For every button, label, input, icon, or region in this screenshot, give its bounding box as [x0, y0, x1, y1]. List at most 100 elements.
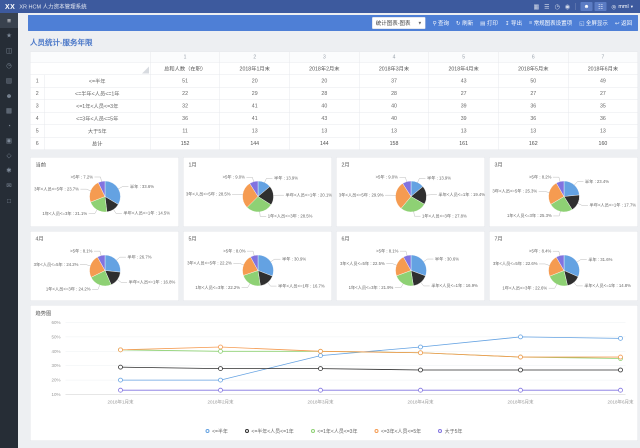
legend-item[interactable]: <=3年<人员<=5年: [374, 427, 421, 435]
value-cell: 51: [149, 74, 221, 88]
pie-label: >5年 : 8.0%: [223, 247, 246, 254]
trend-line: [120, 366, 621, 371]
sidebar-item-favorite-icon[interactable]: ★: [0, 28, 18, 43]
value-cell: 32: [149, 99, 221, 113]
column-header-cell: 总和人数（在职）: [149, 62, 221, 75]
pie-label-line: [264, 178, 273, 183]
data-point-marker: [218, 366, 223, 371]
column-number-cell: 7: [567, 51, 639, 63]
value-cell: 13: [498, 124, 569, 138]
value-cell: 28: [358, 87, 430, 100]
table-row: 3 <=1年<人员<=3年 32 41 40 40 39 36 35: [30, 99, 639, 113]
column-number-cell: 6: [498, 51, 569, 63]
pie-label: 3年<人员<=5年 : 24.2%: [34, 261, 79, 268]
apps-icon[interactable]: ☰: [544, 3, 550, 10]
sidebar-item-module-icon[interactable]: ◇: [0, 148, 18, 163]
legend-marker-icon: [205, 428, 210, 433]
refresh-button[interactable]: ↻ 刷新: [456, 19, 473, 27]
value-cell: 27: [428, 87, 499, 100]
value-cell: 41: [219, 99, 290, 113]
corner-cell: [30, 62, 151, 75]
mail-icon: ◫: [5, 46, 13, 55]
value-cell: 49: [567, 74, 639, 88]
help-icon[interactable]: ◉: [564, 3, 571, 10]
column-number-cell: 1: [149, 51, 221, 63]
row-number-cell: 1: [30, 74, 45, 88]
pie-label: 半年 : 30.9%: [282, 255, 306, 262]
user-menu[interactable]: ◎ mml ▾: [612, 3, 633, 10]
pie-card-title: 1月: [188, 162, 197, 168]
sidebar-item-clock-icon[interactable]: ◷: [0, 58, 18, 73]
pie-card: 7月 半年 : 31.6% 半年<人员<=1年 : 14.8% 1年<人员<=3年 :…: [489, 231, 638, 301]
sidebar-item-user-icon[interactable]: ☻: [0, 88, 18, 103]
print-button[interactable]: ▤ 打印: [480, 19, 498, 27]
org-button[interactable]: ☷: [594, 2, 607, 11]
sidebar-item-menu-icon[interactable]: ≡: [0, 13, 18, 28]
pie-label-line: [386, 263, 398, 266]
value-cell: 20: [289, 74, 360, 88]
pie-label-line: [247, 250, 255, 256]
value-cell: 22: [149, 87, 221, 100]
pie-label-line: [270, 259, 281, 263]
row-label-cell: <=半年: [44, 74, 151, 88]
table-icon: ▣: [5, 136, 13, 145]
pie-label: 1年<人员<=3年 : 25.3%: [507, 212, 552, 219]
pie-label: 3年<人员<=5年 : 29.9%: [339, 191, 384, 198]
value-cell: 158: [358, 137, 430, 150]
x-axis-label: 2018年2月末: [207, 399, 234, 406]
back-button[interactable]: ↩ 返回: [615, 19, 632, 27]
chart-settings-button[interactable]: ≡ 常规图表设置项: [529, 19, 572, 27]
pie-label-line: [413, 211, 421, 217]
toolbar-item-label: 打印: [486, 20, 498, 27]
x-axis-label: 2018年3月末: [307, 399, 334, 406]
pie-chart: 半年 : 30.9% 半年<人员<=1年 : 16.7% 1年<人员<=3年 : 2…: [187, 247, 325, 291]
report-icon: ▤: [5, 76, 13, 85]
legend-item[interactable]: <=1年<人员<=3年: [310, 427, 357, 435]
pie-label-line: [394, 283, 404, 288]
legend-label: <=半年<人员<=1年: [251, 429, 294, 435]
pie-label: 1年<人员<=3年 : 22.2%: [195, 284, 240, 291]
value-cell: 27: [567, 87, 639, 100]
legend-item[interactable]: <=半年<人员<=1年: [244, 427, 294, 435]
pie-label: 半年 : 33.6%: [130, 183, 154, 190]
view-type-select[interactable]: 统计图表-图表 ▼: [372, 17, 426, 29]
star-icon: ✱: [6, 166, 12, 175]
legend-item[interactable]: <=半年: [205, 427, 228, 435]
x-axis-label: 2018年4月末: [407, 399, 434, 406]
export-button[interactable]: ↧ 导出: [505, 19, 522, 27]
pie-label: 半年 : 13.9%: [427, 175, 451, 182]
pie-label-line: [552, 251, 561, 257]
sidebar-item-table-icon[interactable]: ▣: [0, 133, 18, 148]
topbar-divider: [575, 3, 576, 10]
legend-item[interactable]: 大于5年: [438, 427, 462, 435]
value-cell: 29: [219, 87, 290, 100]
data-point-marker: [118, 364, 123, 370]
data-point-marker: [318, 387, 323, 393]
pie-slice: [104, 254, 121, 273]
pie-label: 半年<人员<=1年 : 16.7%: [278, 282, 325, 289]
pie-card-title: 6月: [341, 236, 350, 242]
legend-marker-icon: [438, 428, 443, 433]
value-cell: 43: [428, 74, 499, 88]
data-point-marker: [318, 348, 323, 354]
history-icon[interactable]: ◷: [554, 3, 560, 10]
pie-card-title: 2月: [341, 162, 350, 168]
print-icon: ▤: [480, 20, 486, 27]
pie-label-line: [552, 176, 561, 183]
sidebar-item-window-icon[interactable]: □: [0, 193, 18, 208]
sidebar-item-report-icon[interactable]: ▤: [0, 73, 18, 88]
query-button[interactable]: ⚲ 查询: [433, 19, 450, 27]
pie-card: 1月 半年 : 13.9% 半年<人员<=1年 : 20.1% 1年<人员<=3年 :…: [183, 157, 332, 227]
sidebar-item-pie-icon[interactable]: ◔: [0, 118, 18, 133]
legend-marker-icon: [244, 428, 249, 433]
profile-button[interactable]: ☻: [580, 2, 593, 11]
sidebar-item-message-icon[interactable]: ✉: [0, 178, 18, 193]
pie-label: 3年<人员<=5年 : 22.5%: [340, 260, 385, 267]
sidebar-item-grid-icon[interactable]: ▦: [0, 103, 18, 118]
pie-label-line: [577, 202, 588, 206]
sidebar-item-star-icon[interactable]: ✱: [0, 163, 18, 178]
sidebar-item-mail-icon[interactable]: ◫: [0, 43, 18, 58]
fullscreen-button[interactable]: ◱ 全屏显示: [579, 19, 608, 27]
calendar-icon[interactable]: ▦: [533, 3, 540, 10]
window-icon: □: [7, 196, 11, 205]
